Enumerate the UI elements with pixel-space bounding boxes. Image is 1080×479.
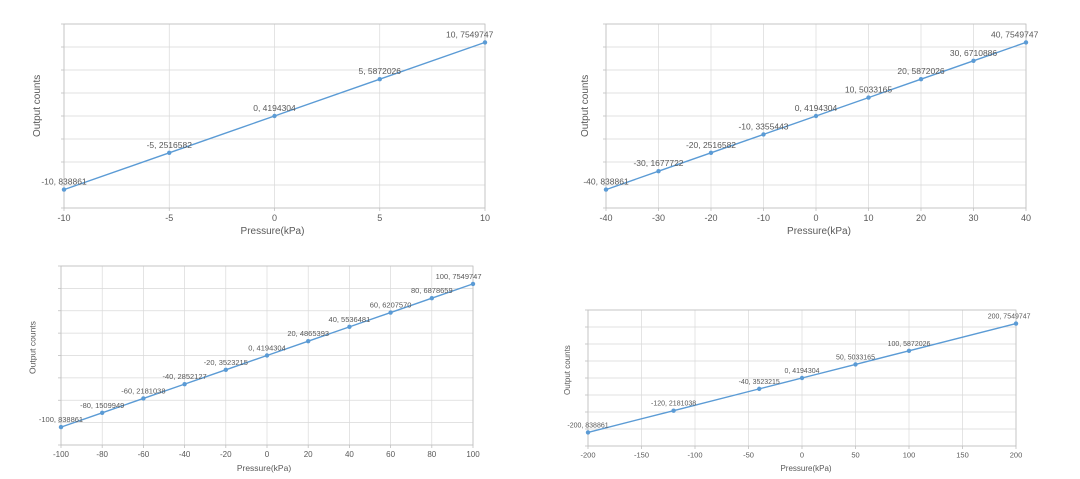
svg-text:-30: -30 (652, 213, 665, 222)
svg-text:-5: -5 (165, 213, 173, 222)
svg-text:-30, 1677722: -30, 1677722 (633, 158, 683, 168)
svg-text:-20: -20 (220, 450, 232, 458)
svg-text:5, 5872026: 5, 5872026 (358, 66, 401, 76)
svg-text:0, 4194304: 0, 4194304 (248, 344, 286, 353)
svg-text:-120, 2181038: -120, 2181038 (651, 401, 696, 408)
svg-text:-200, 838861: -200, 838861 (567, 422, 608, 429)
svg-text:200: 200 (1010, 451, 1023, 459)
svg-text:20: 20 (304, 450, 313, 458)
svg-text:20, 4865393: 20, 4865393 (287, 329, 329, 338)
svg-text:-40: -40 (179, 450, 191, 458)
svg-text:-150: -150 (634, 451, 649, 459)
svg-text:5: 5 (377, 213, 382, 222)
x-axis-title: Pressure(kPa) (236, 463, 292, 473)
svg-text:0: 0 (265, 450, 270, 458)
svg-text:60: 60 (386, 450, 395, 458)
plot-area: -200 -150 -100 -50 0 50 100 150 200 -200, 838861 -… (567, 309, 1031, 459)
svg-text:40: 40 (1021, 213, 1031, 222)
svg-text:-20, 2516582: -20, 2516582 (686, 140, 736, 150)
chart-range-100kpa: Output counts -100 -80 -60 -40 -20 0 20 40 60 80 1… (25, 252, 483, 474)
svg-text:50: 50 (851, 451, 859, 459)
plot-area: -10 -5 0 5 10 -10, 838861 -5, 2516582 0, 419430… (41, 23, 494, 222)
svg-text:50, 5033165: 50, 5033165 (836, 354, 875, 361)
svg-text:10, 5033165: 10, 5033165 (845, 85, 893, 95)
svg-text:10: 10 (863, 213, 873, 222)
svg-text:-100: -100 (687, 451, 702, 459)
svg-text:-40, 3523215: -40, 3523215 (739, 379, 780, 386)
svg-text:40, 5536481: 40, 5536481 (329, 315, 371, 324)
chart-range-200kpa: Output counts -200 -150 -100 -50 0 50 100 150 20… (560, 296, 1032, 474)
svg-text:-10: -10 (757, 213, 770, 222)
svg-text:-40, 838861: -40, 838861 (583, 177, 629, 187)
svg-text:-10: -10 (57, 213, 70, 222)
svg-text:0, 4194304: 0, 4194304 (253, 103, 296, 113)
svg-text:-40, 2852127: -40, 2852127 (162, 372, 206, 381)
plot-area: -100 -80 -60 -40 -20 0 20 40 60 80 100 -100, 838861… (39, 265, 482, 458)
svg-text:-80, 1509949: -80, 1509949 (80, 401, 124, 410)
svg-text:100: 100 (903, 451, 916, 459)
svg-text:200, 7549747: 200, 7549747 (988, 314, 1031, 321)
svg-text:30: 30 (968, 213, 978, 222)
svg-text:-50: -50 (743, 451, 754, 459)
x-axis-title: Pressure(kPa) (240, 226, 305, 237)
svg-text:-10, 3355443: -10, 3355443 (738, 121, 788, 131)
svg-text:-60, 2181038: -60, 2181038 (121, 386, 165, 395)
svg-text:-200: -200 (580, 451, 595, 459)
svg-text:-100: -100 (53, 450, 70, 458)
svg-text:100: 100 (466, 450, 480, 458)
svg-text:-100, 838861: -100, 838861 (39, 415, 83, 424)
plot-area: -40 -30 -20 -10 0 10 20 30 40 -40, 838861 -30, 167… (583, 23, 1039, 222)
svg-text:60, 6207570: 60, 6207570 (370, 301, 412, 310)
svg-text:-20, 3523215: -20, 3523215 (204, 358, 248, 367)
svg-text:30, 6710886: 30, 6710886 (950, 48, 998, 58)
svg-text:0: 0 (813, 213, 818, 222)
svg-text:-10, 838861: -10, 838861 (41, 177, 87, 187)
svg-text:0, 4194304: 0, 4194304 (795, 103, 838, 113)
svg-text:20, 5872026: 20, 5872026 (897, 66, 945, 76)
svg-text:-60: -60 (138, 450, 150, 458)
svg-text:80: 80 (427, 450, 436, 458)
svg-text:150: 150 (956, 451, 969, 459)
svg-text:10, 7549747: 10, 7549747 (446, 29, 494, 39)
svg-text:100, 5872026: 100, 5872026 (888, 341, 931, 348)
svg-text:100, 7549747: 100, 7549747 (436, 272, 482, 281)
svg-text:-40: -40 (599, 213, 612, 222)
x-axis-title: Pressure(kPa) (780, 464, 832, 473)
svg-text:20: 20 (916, 213, 926, 222)
svg-text:0: 0 (272, 213, 277, 222)
x-axis-title: Pressure(kPa) (787, 226, 851, 237)
svg-text:10: 10 (480, 213, 490, 222)
svg-text:40: 40 (345, 450, 354, 458)
svg-text:0: 0 (800, 451, 804, 459)
svg-text:-20: -20 (704, 213, 717, 222)
svg-text:-80: -80 (96, 450, 108, 458)
svg-text:-5, 2516582: -5, 2516582 (147, 140, 193, 150)
chart-range-10kpa: Output counts -10 -5 0 5 10 -10, 838861 -5, 25… (30, 4, 495, 238)
svg-text:40, 7549747: 40, 7549747 (991, 29, 1039, 39)
svg-text:0, 4194304: 0, 4194304 (784, 368, 819, 375)
chart-range-40kpa: Output counts -40 -30 -20 -10 0 10 20 30 40 -40, … (578, 4, 1040, 238)
svg-text:80, 6878659: 80, 6878659 (411, 286, 453, 295)
